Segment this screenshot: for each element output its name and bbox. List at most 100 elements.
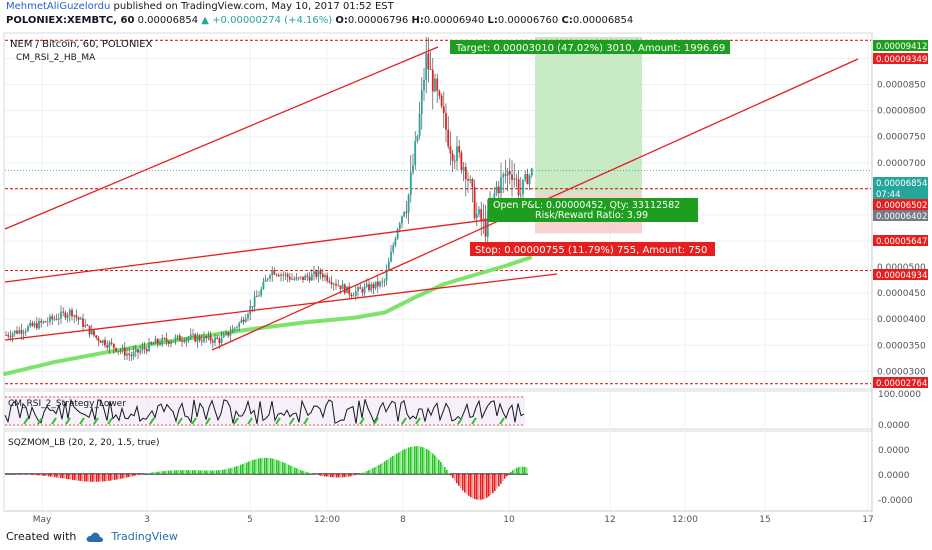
rsi-tick-100: 100.0000 — [878, 390, 921, 400]
candle-body — [319, 270, 322, 275]
candle-body — [165, 338, 168, 342]
up-arrow-icon: ▲ — [201, 15, 209, 26]
momentum-bar — [346, 474, 348, 477]
channel-upper-line[interactable] — [4, 46, 439, 230]
momentum-bar — [174, 470, 176, 474]
momentum-bar — [216, 470, 218, 474]
momentum-bar — [388, 458, 390, 474]
momentum-bar — [148, 473, 150, 474]
momentum-bar — [162, 471, 164, 474]
candle-body — [148, 342, 150, 352]
momentum-bar — [184, 470, 186, 474]
time-tick-label: 5 — [247, 515, 253, 525]
candle-body — [156, 339, 159, 344]
momentum-bar — [190, 470, 192, 474]
momentum-bar — [134, 474, 136, 476]
candle-body — [429, 69, 432, 70]
candle-body — [445, 113, 447, 130]
momentum-bar — [420, 446, 422, 474]
candle-body — [174, 337, 177, 342]
candle-body — [332, 283, 335, 285]
candle-body — [75, 315, 78, 318]
momentum-bar — [156, 471, 158, 474]
candle-body — [409, 172, 412, 195]
momentum-bar — [286, 463, 288, 474]
momentum-bar — [264, 457, 266, 474]
horizontal-levels[interactable] — [5, 39, 871, 385]
momentum-bar — [336, 474, 338, 478]
momentum-bar — [442, 464, 444, 474]
time-tick-label: 10 — [503, 515, 515, 525]
open-value: 0.00006796 — [347, 15, 409, 26]
candle-body — [211, 340, 214, 343]
momentum-bar — [332, 474, 334, 478]
candle-body — [66, 315, 69, 318]
candle-body — [456, 146, 458, 162]
momentum-bar — [348, 474, 350, 477]
momentum-bar — [66, 474, 68, 479]
momentum-bar — [424, 448, 426, 474]
candle-body — [189, 334, 192, 338]
momentum-bar — [410, 446, 412, 474]
momentum-bar — [436, 457, 438, 474]
candle-body — [383, 280, 386, 282]
candle-body — [128, 353, 131, 356]
candle-body — [337, 285, 340, 287]
channel-lower-line[interactable] — [4, 214, 526, 283]
candle-body — [119, 350, 122, 352]
momentum-bar — [486, 474, 488, 498]
ma-line — [3, 255, 532, 376]
candle-body — [451, 153, 454, 161]
mom-tick-mid: 0.0000 — [878, 471, 910, 481]
momentum-bar — [86, 474, 88, 482]
momentum-bar — [244, 463, 246, 474]
candle-body — [460, 152, 463, 171]
momentum-bar — [60, 474, 62, 479]
rsi-signal — [23, 417, 29, 425]
momentum-bar — [450, 474, 452, 476]
momentum-bar — [446, 469, 448, 474]
time-axis[interactable]: May 3 5 12:00 8 10 12 12:00 15 17 — [33, 515, 874, 525]
momentum-bar — [146, 473, 148, 474]
rsi-signal — [499, 417, 505, 425]
candle-body — [484, 218, 487, 237]
candle-body — [49, 316, 51, 322]
symbol-label: POLONIEX:XEMBTC, 60 — [6, 15, 135, 26]
candle-body — [407, 194, 410, 213]
momentum-bar — [438, 459, 440, 474]
momentum-bar — [224, 469, 226, 474]
author-link[interactable]: MehmetAliGuzelordu — [6, 1, 111, 12]
momentum-bar — [112, 474, 114, 481]
momentum-bar — [154, 472, 156, 474]
price-tag-box — [873, 377, 928, 388]
candle-body — [53, 318, 56, 320]
tradingview-brand[interactable]: TradingView — [111, 530, 178, 543]
momentum-bar — [364, 471, 366, 474]
momentum-bar — [418, 446, 420, 474]
base-trendline[interactable] — [4, 273, 558, 341]
momentum-bar — [150, 472, 152, 474]
momentum-bar — [214, 470, 216, 474]
time-tick-label: 12 — [604, 515, 615, 525]
momentum-bar — [108, 474, 110, 481]
momentum-bar — [116, 474, 118, 480]
momentum-bar — [512, 470, 514, 474]
candle-body — [361, 288, 364, 293]
candle-body — [86, 324, 89, 326]
momentum-bar — [296, 468, 298, 474]
candle-body — [495, 186, 498, 194]
price-tag-box — [873, 235, 928, 246]
chart-canvas[interactable]: Target: 0.00003010 (47.02%) 3010, Amount… — [0, 28, 932, 528]
footer: Created with TradingView — [6, 530, 178, 543]
rsi-line — [4, 398, 525, 424]
momentum-bar — [360, 473, 362, 474]
candle-body — [205, 336, 208, 339]
candle-body — [299, 276, 302, 278]
momentum-bar — [472, 474, 474, 499]
momentum-bar — [516, 467, 518, 474]
candle-body — [121, 347, 124, 351]
candle-body — [99, 340, 102, 343]
momentum-bar — [526, 467, 528, 474]
reward-zone — [535, 36, 642, 194]
trendlines[interactable] — [4, 46, 859, 351]
